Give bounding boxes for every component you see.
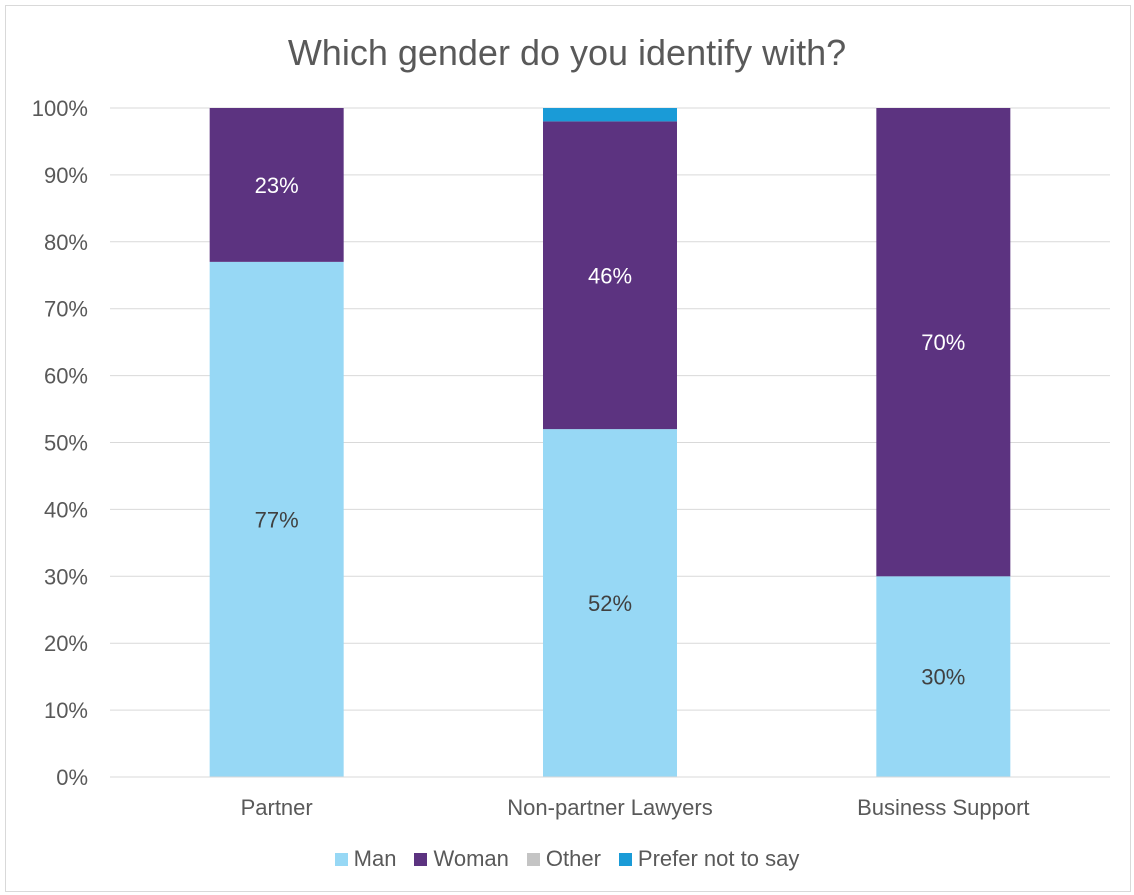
bar-segment [543, 121, 677, 430]
y-tick-label: 40% [44, 497, 88, 522]
data-label: 23% [255, 173, 299, 198]
y-tick-label: 20% [44, 631, 88, 656]
data-label: 52% [588, 591, 632, 616]
y-tick-label: 70% [44, 297, 88, 322]
x-tick-label: Non-partner Lawyers [507, 795, 712, 820]
legend-label: Man [353, 846, 397, 871]
y-tick-label: 10% [44, 698, 88, 723]
legend-label: Other [545, 846, 601, 871]
legend-item: Prefer not to say [618, 846, 800, 872]
x-tick-label: Business Support [857, 795, 1029, 820]
y-tick-label: 80% [44, 230, 88, 255]
legend-swatch [618, 852, 632, 866]
y-tick-label: 90% [44, 163, 88, 188]
legend-item: Man [334, 846, 397, 872]
legend-swatch [526, 852, 540, 866]
legend-swatch [414, 852, 428, 866]
data-label: 77% [255, 507, 299, 532]
x-tick-label: Partner [241, 795, 313, 820]
data-label: 70% [921, 330, 965, 355]
y-tick-label: 60% [44, 364, 88, 389]
chart-title: Which gender do you identify with? [287, 32, 847, 73]
legend-item: Other [526, 846, 601, 872]
bar-segment [876, 108, 1011, 577]
legend-item: Woman [414, 846, 509, 872]
bar-segment [876, 576, 1011, 777]
y-tick-label: 100% [32, 96, 88, 121]
y-tick-label: 0% [56, 765, 88, 790]
y-tick-label: 30% [44, 564, 88, 589]
legend-label: Prefer not to say [637, 846, 800, 871]
legend-label: Woman [433, 846, 509, 871]
bar-segment [209, 108, 344, 262]
legend: Man Woman Other Prefer not to say [0, 846, 1134, 872]
legend-swatch [334, 852, 348, 866]
y-tick-label: 50% [44, 431, 88, 456]
bar-segment [543, 429, 677, 777]
data-label: 30% [921, 665, 965, 690]
bar-segment [543, 108, 677, 122]
bar-segment [209, 261, 344, 777]
data-label: 46% [588, 263, 632, 288]
